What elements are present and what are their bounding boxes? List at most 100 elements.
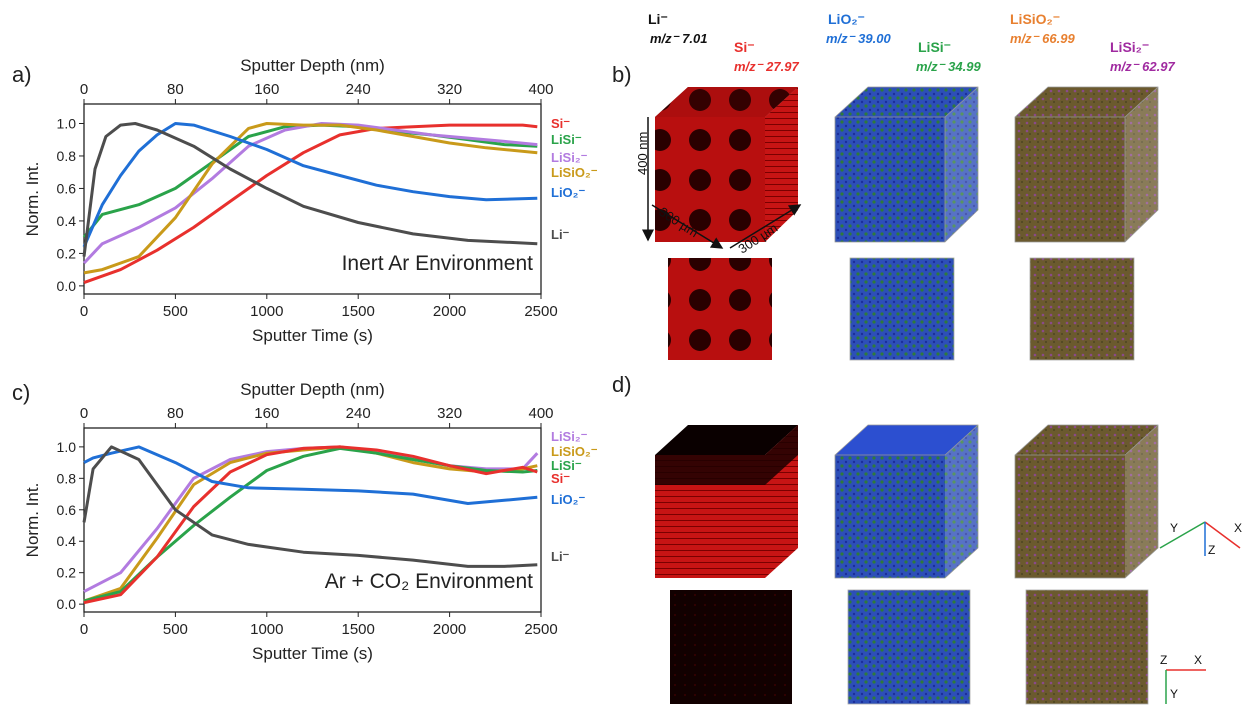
axis2d-z-label: Z <box>1160 653 1167 667</box>
species-name-lio2: LiO₂⁻ <box>828 11 865 27</box>
species-mz-li: m/z⁻ 7.01 <box>650 31 707 46</box>
cube-si-co2 <box>655 425 798 578</box>
y-tick-label: 0.4 <box>57 213 77 229</box>
series-label: Li⁻ <box>551 549 570 564</box>
x-tick-label: 0 <box>80 303 88 320</box>
series-label: Li⁻ <box>551 227 570 242</box>
x-tick-label: 1500 <box>342 303 375 320</box>
series-label: Si⁻ <box>551 116 570 131</box>
x-tick-label: 2000 <box>433 621 466 638</box>
axis-indicator-2d: Z X Y <box>1160 653 1206 704</box>
width-arrow-right <box>729 204 802 249</box>
x-tick-label: 500 <box>163 303 188 320</box>
x-tick-label: 500 <box>163 621 188 638</box>
top-tick-label: 80 <box>167 81 184 98</box>
plot-frame <box>83 103 542 295</box>
slice-lio2-lisi-inert <box>849 257 955 361</box>
axis-indicator-3d: Y Z X <box>1159 521 1242 557</box>
slice-lisio2-lisi2-inert <box>1029 257 1135 361</box>
series-label: LiO₂⁻ <box>551 185 585 200</box>
panel-label-b: b) <box>612 62 632 87</box>
cube-si-inert <box>655 87 798 242</box>
slice-si-co2 <box>670 590 792 704</box>
species-mz-si: m/z⁻ 27.97 <box>734 59 799 74</box>
series-line <box>83 445 538 505</box>
axis2d-y-label: Y <box>1170 687 1178 701</box>
x-tick-label: 0 <box>80 621 88 638</box>
species-name-lisio2: LiSiO₂⁻ <box>1010 11 1060 27</box>
species-mz-lisi: m/z⁻ 34.99 <box>916 59 981 74</box>
series-label: LiSiO₂⁻ <box>551 444 598 459</box>
width-arrow-left <box>651 204 724 249</box>
top-axis-label: Sputter Depth (nm) <box>240 56 385 75</box>
series-label: LiO₂⁻ <box>551 492 585 507</box>
y-tick-label: 0.2 <box>57 565 77 581</box>
series-label: LiSiO₂⁻ <box>551 165 598 180</box>
y-tick-label: 0.8 <box>57 148 77 164</box>
species-name-lisi2: LiSi₂⁻ <box>1110 39 1149 55</box>
top-tick-label: 240 <box>346 81 371 98</box>
series-line <box>82 122 538 248</box>
top-tick-label: 400 <box>528 81 553 98</box>
series-label: LiSi₂⁻ <box>551 429 588 444</box>
series-line <box>82 445 538 568</box>
axis-z-label: Z <box>1208 543 1215 557</box>
top-tick-label: 160 <box>254 405 279 422</box>
series-line <box>83 122 538 275</box>
species-header-lio2: LiO₂⁻ m/z⁻ 39.00 <box>826 11 891 46</box>
environment-annotation: Inert Ar Environment <box>342 252 534 275</box>
panel-label-d: d) <box>612 372 632 397</box>
axis2d-x-label: X <box>1194 653 1202 667</box>
x-tick-label: 2000 <box>433 303 466 320</box>
series-line <box>83 445 538 605</box>
depth-label: 400 nm <box>635 132 650 175</box>
top-tick-label: 320 <box>437 81 462 98</box>
y-axis-label: Norm. Int. <box>23 483 42 558</box>
slice-si-inert <box>668 258 772 360</box>
x-axis-label: Sputter Time (s) <box>252 644 373 663</box>
species-header-lisio2: LiSiO₂⁻ m/z⁻ 66.99 <box>1010 11 1075 46</box>
species-mz-lio2: m/z⁻ 39.00 <box>826 31 891 46</box>
top-tick-label: 160 <box>254 81 279 98</box>
x-tick-label: 2500 <box>524 621 557 638</box>
series-label: LiSi₂⁻ <box>551 150 588 165</box>
y-tick-label: 0.6 <box>57 180 77 196</box>
species-header-lisi2: LiSi₂⁻ m/z⁻ 62.97 <box>1110 39 1175 74</box>
species-header-lisi: LiSi⁻ m/z⁻ 34.99 <box>916 39 981 74</box>
chart-c-ar-co2: 0 500 1000 1500 2000 2500 0 80 160 240 320 400 0.0 0.… <box>23 380 598 663</box>
cube-lio2-lisi-co2 <box>834 424 979 579</box>
species-name-li: Li⁻ <box>648 11 668 27</box>
slice-lisio2-lisi2-co2 <box>1025 589 1149 705</box>
y-tick-label: 1.0 <box>57 115 77 131</box>
series-label: LiSi⁻ <box>551 132 582 147</box>
y-tick-label: 0.2 <box>57 245 77 261</box>
environment-annotation: Ar + CO₂ Environment <box>325 570 533 593</box>
top-axis-label: Sputter Depth (nm) <box>240 380 385 399</box>
species-header-li: Li⁻ m/z⁻ 7.01 <box>648 11 707 46</box>
series-line <box>82 122 538 265</box>
y-tick-label: 0.6 <box>57 502 77 518</box>
y-tick-label: 1.0 <box>57 439 77 455</box>
panel-label-c: c) <box>12 380 30 405</box>
y-axis-label: Norm. Int. <box>23 162 42 237</box>
cube-lisio2-lisi2-inert <box>1014 86 1159 243</box>
x-tick-label: 2500 <box>524 303 557 320</box>
chart-a-inert-ar: 0 500 1000 1500 2000 2500 0 80 160 240 320 400 0.0 0.… <box>23 56 598 345</box>
series-line <box>83 446 538 603</box>
series-line <box>82 122 538 257</box>
axis-y-label: Y <box>1170 521 1178 535</box>
top-tick-label: 80 <box>167 405 184 422</box>
species-header-si: Si⁻ m/z⁻ 27.97 <box>734 39 799 74</box>
species-mz-lisi2: m/z⁻ 62.97 <box>1110 59 1175 74</box>
y-tick-label: 0.0 <box>57 278 77 294</box>
panel-label-a: a) <box>12 62 32 87</box>
series-label: LiSi⁻ <box>551 458 582 473</box>
x-tick-label: 1500 <box>342 621 375 638</box>
species-name-lisi: LiSi⁻ <box>918 39 951 55</box>
species-name-si: Si⁻ <box>734 39 755 55</box>
y-tick-label: 0.4 <box>57 533 77 549</box>
species-mz-lisio2: m/z⁻ 66.99 <box>1010 31 1075 46</box>
y-tick-label: 0.8 <box>57 470 77 486</box>
x-axis-label: Sputter Time (s) <box>252 326 373 345</box>
series-label: Si⁻ <box>551 471 570 486</box>
